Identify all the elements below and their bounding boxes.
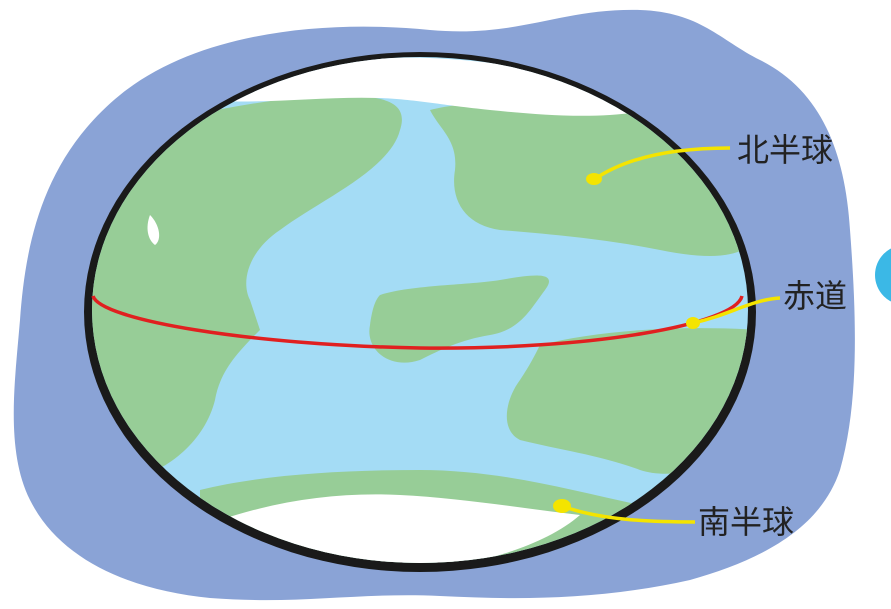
island [147,215,160,245]
dot-north [586,173,602,185]
leader-south [561,504,696,524]
dot-south [553,499,571,513]
label-south: 南半球 [698,503,794,541]
leader-equator [692,296,781,325]
dot-equator [686,317,700,329]
continent-southeast [506,328,748,474]
leader-north [594,146,731,181]
label-equator: 赤道 [783,277,847,315]
continent-central [369,275,549,363]
continent-west [92,95,402,480]
label-north: 北半球 [737,131,833,169]
edge-circle [875,248,891,302]
